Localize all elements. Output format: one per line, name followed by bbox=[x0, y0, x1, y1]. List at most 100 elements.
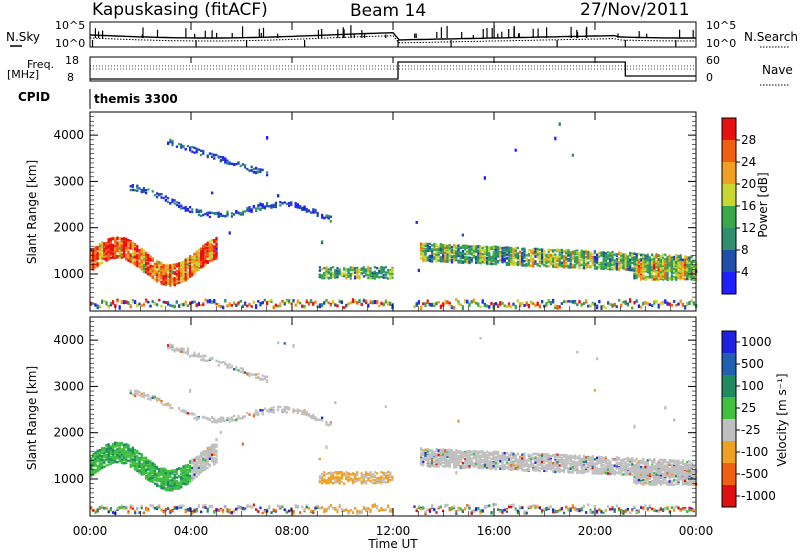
heatmap-cell bbox=[631, 254, 633, 256]
heatmap-cell bbox=[134, 256, 136, 258]
heatmap-cell bbox=[160, 193, 162, 195]
heatmap-cell bbox=[493, 253, 495, 255]
heatmap-cell bbox=[330, 277, 332, 279]
heatmap-cell bbox=[187, 277, 189, 279]
heatmap-cell bbox=[603, 252, 605, 254]
heatmap-cell bbox=[416, 303, 418, 305]
heatmap-cell bbox=[539, 265, 541, 267]
heatmap-cell bbox=[673, 261, 675, 263]
heatmap-cell bbox=[677, 275, 679, 277]
heatmap-cell bbox=[143, 264, 145, 266]
heatmap-cell bbox=[185, 148, 187, 150]
heatmap-cell bbox=[171, 264, 173, 266]
heatmap-cell bbox=[570, 254, 572, 256]
heatmap-cell bbox=[259, 171, 261, 173]
heatmap-cell bbox=[605, 260, 607, 262]
heatmap-cell bbox=[143, 304, 145, 306]
heatmap-cell bbox=[611, 264, 613, 266]
heatmap-cell bbox=[306, 210, 308, 212]
heatmap-cell bbox=[512, 303, 514, 305]
heatmap-cell bbox=[323, 277, 325, 279]
heatmap-cell bbox=[473, 247, 475, 249]
heatmap-cell bbox=[530, 259, 532, 261]
heatmap-cell bbox=[570, 266, 572, 268]
heatmap-cell bbox=[189, 272, 191, 274]
heatmap-cell bbox=[240, 165, 242, 167]
heatmap-cell bbox=[303, 206, 305, 208]
heatmap-cell bbox=[350, 301, 352, 303]
heatmap-cell bbox=[669, 303, 671, 305]
heatmap-cell bbox=[171, 270, 173, 272]
heatmap-cell bbox=[627, 304, 629, 306]
heatmap-cell bbox=[611, 305, 613, 307]
heatmap-cell bbox=[138, 255, 140, 257]
heatmap-cell bbox=[686, 264, 688, 266]
power-heatmap-cells bbox=[90, 122, 697, 310]
heatmap-cell bbox=[686, 258, 688, 260]
heatmap-cell bbox=[180, 144, 182, 146]
heatmap-cell bbox=[345, 304, 347, 306]
heatmap-cell bbox=[614, 265, 616, 267]
heatmap-cell bbox=[105, 253, 107, 255]
heatmap-cell bbox=[110, 257, 112, 259]
heatmap-cell bbox=[422, 253, 424, 255]
heatmap-cell bbox=[438, 259, 440, 261]
heatmap-cell bbox=[143, 266, 145, 268]
heatmap-cell bbox=[440, 251, 442, 253]
heatmap-cell bbox=[185, 303, 187, 305]
heatmap-cell bbox=[442, 246, 444, 248]
heatmap-cell bbox=[688, 270, 690, 272]
heatmap-cell bbox=[629, 254, 631, 256]
heatmap-cell bbox=[600, 266, 602, 268]
heatmap-cell bbox=[314, 301, 316, 303]
heatmap-cell bbox=[310, 299, 312, 301]
heatmap-cell bbox=[464, 247, 466, 249]
heatmap-cell bbox=[101, 255, 103, 257]
heatmap-cell bbox=[583, 267, 585, 269]
heatmap-cell bbox=[94, 252, 96, 254]
heatmap-cell bbox=[449, 302, 451, 304]
heatmap-cell bbox=[644, 269, 646, 271]
heatmap-cell bbox=[182, 304, 184, 306]
heatmap-cell bbox=[284, 303, 286, 305]
heatmap-cell bbox=[167, 142, 169, 144]
heatmap-cell bbox=[248, 210, 250, 212]
heatmap-cell bbox=[618, 257, 620, 259]
heatmap-cell bbox=[677, 263, 679, 265]
heatmap-cell bbox=[587, 251, 589, 253]
heatmap-cell bbox=[466, 260, 468, 262]
heatmap-cell bbox=[442, 256, 444, 258]
heatmap-cell bbox=[136, 257, 138, 259]
heatmap-cell bbox=[200, 265, 202, 267]
heatmap-cell bbox=[94, 246, 96, 248]
heatmap-cell bbox=[475, 262, 477, 264]
heatmap-cell bbox=[101, 242, 103, 244]
heatmap-cell bbox=[605, 257, 607, 259]
heatmap-cell bbox=[171, 283, 173, 285]
heatmap-cell bbox=[431, 248, 433, 250]
heatmap-cell bbox=[378, 270, 380, 272]
heatmap-cell bbox=[215, 243, 217, 245]
heatmap-cell bbox=[596, 254, 598, 256]
heatmap-cell bbox=[240, 212, 242, 214]
heatmap-cell bbox=[554, 307, 556, 309]
heatmap-cell bbox=[372, 277, 374, 279]
heatmap-cell bbox=[385, 301, 387, 303]
heatmap-cell bbox=[215, 154, 217, 156]
heatmap-cell bbox=[682, 261, 684, 263]
heatmap-cell bbox=[358, 301, 360, 303]
heatmap-cell bbox=[383, 274, 385, 276]
heatmap-cell bbox=[240, 300, 242, 302]
heatmap-cell bbox=[290, 201, 292, 203]
heatmap-cell bbox=[358, 271, 360, 273]
heatmap-cell bbox=[482, 255, 484, 257]
heatmap-cell bbox=[174, 199, 176, 201]
heatmap-cell bbox=[116, 245, 118, 247]
heatmap-cell bbox=[658, 275, 660, 277]
heatmap-cell bbox=[136, 245, 138, 247]
heatmap-cell bbox=[207, 301, 209, 303]
heatmap-cell bbox=[202, 214, 204, 216]
heatmap-cell bbox=[435, 251, 437, 253]
heatmap-cell bbox=[156, 304, 158, 306]
heatmap-cell bbox=[570, 252, 572, 254]
